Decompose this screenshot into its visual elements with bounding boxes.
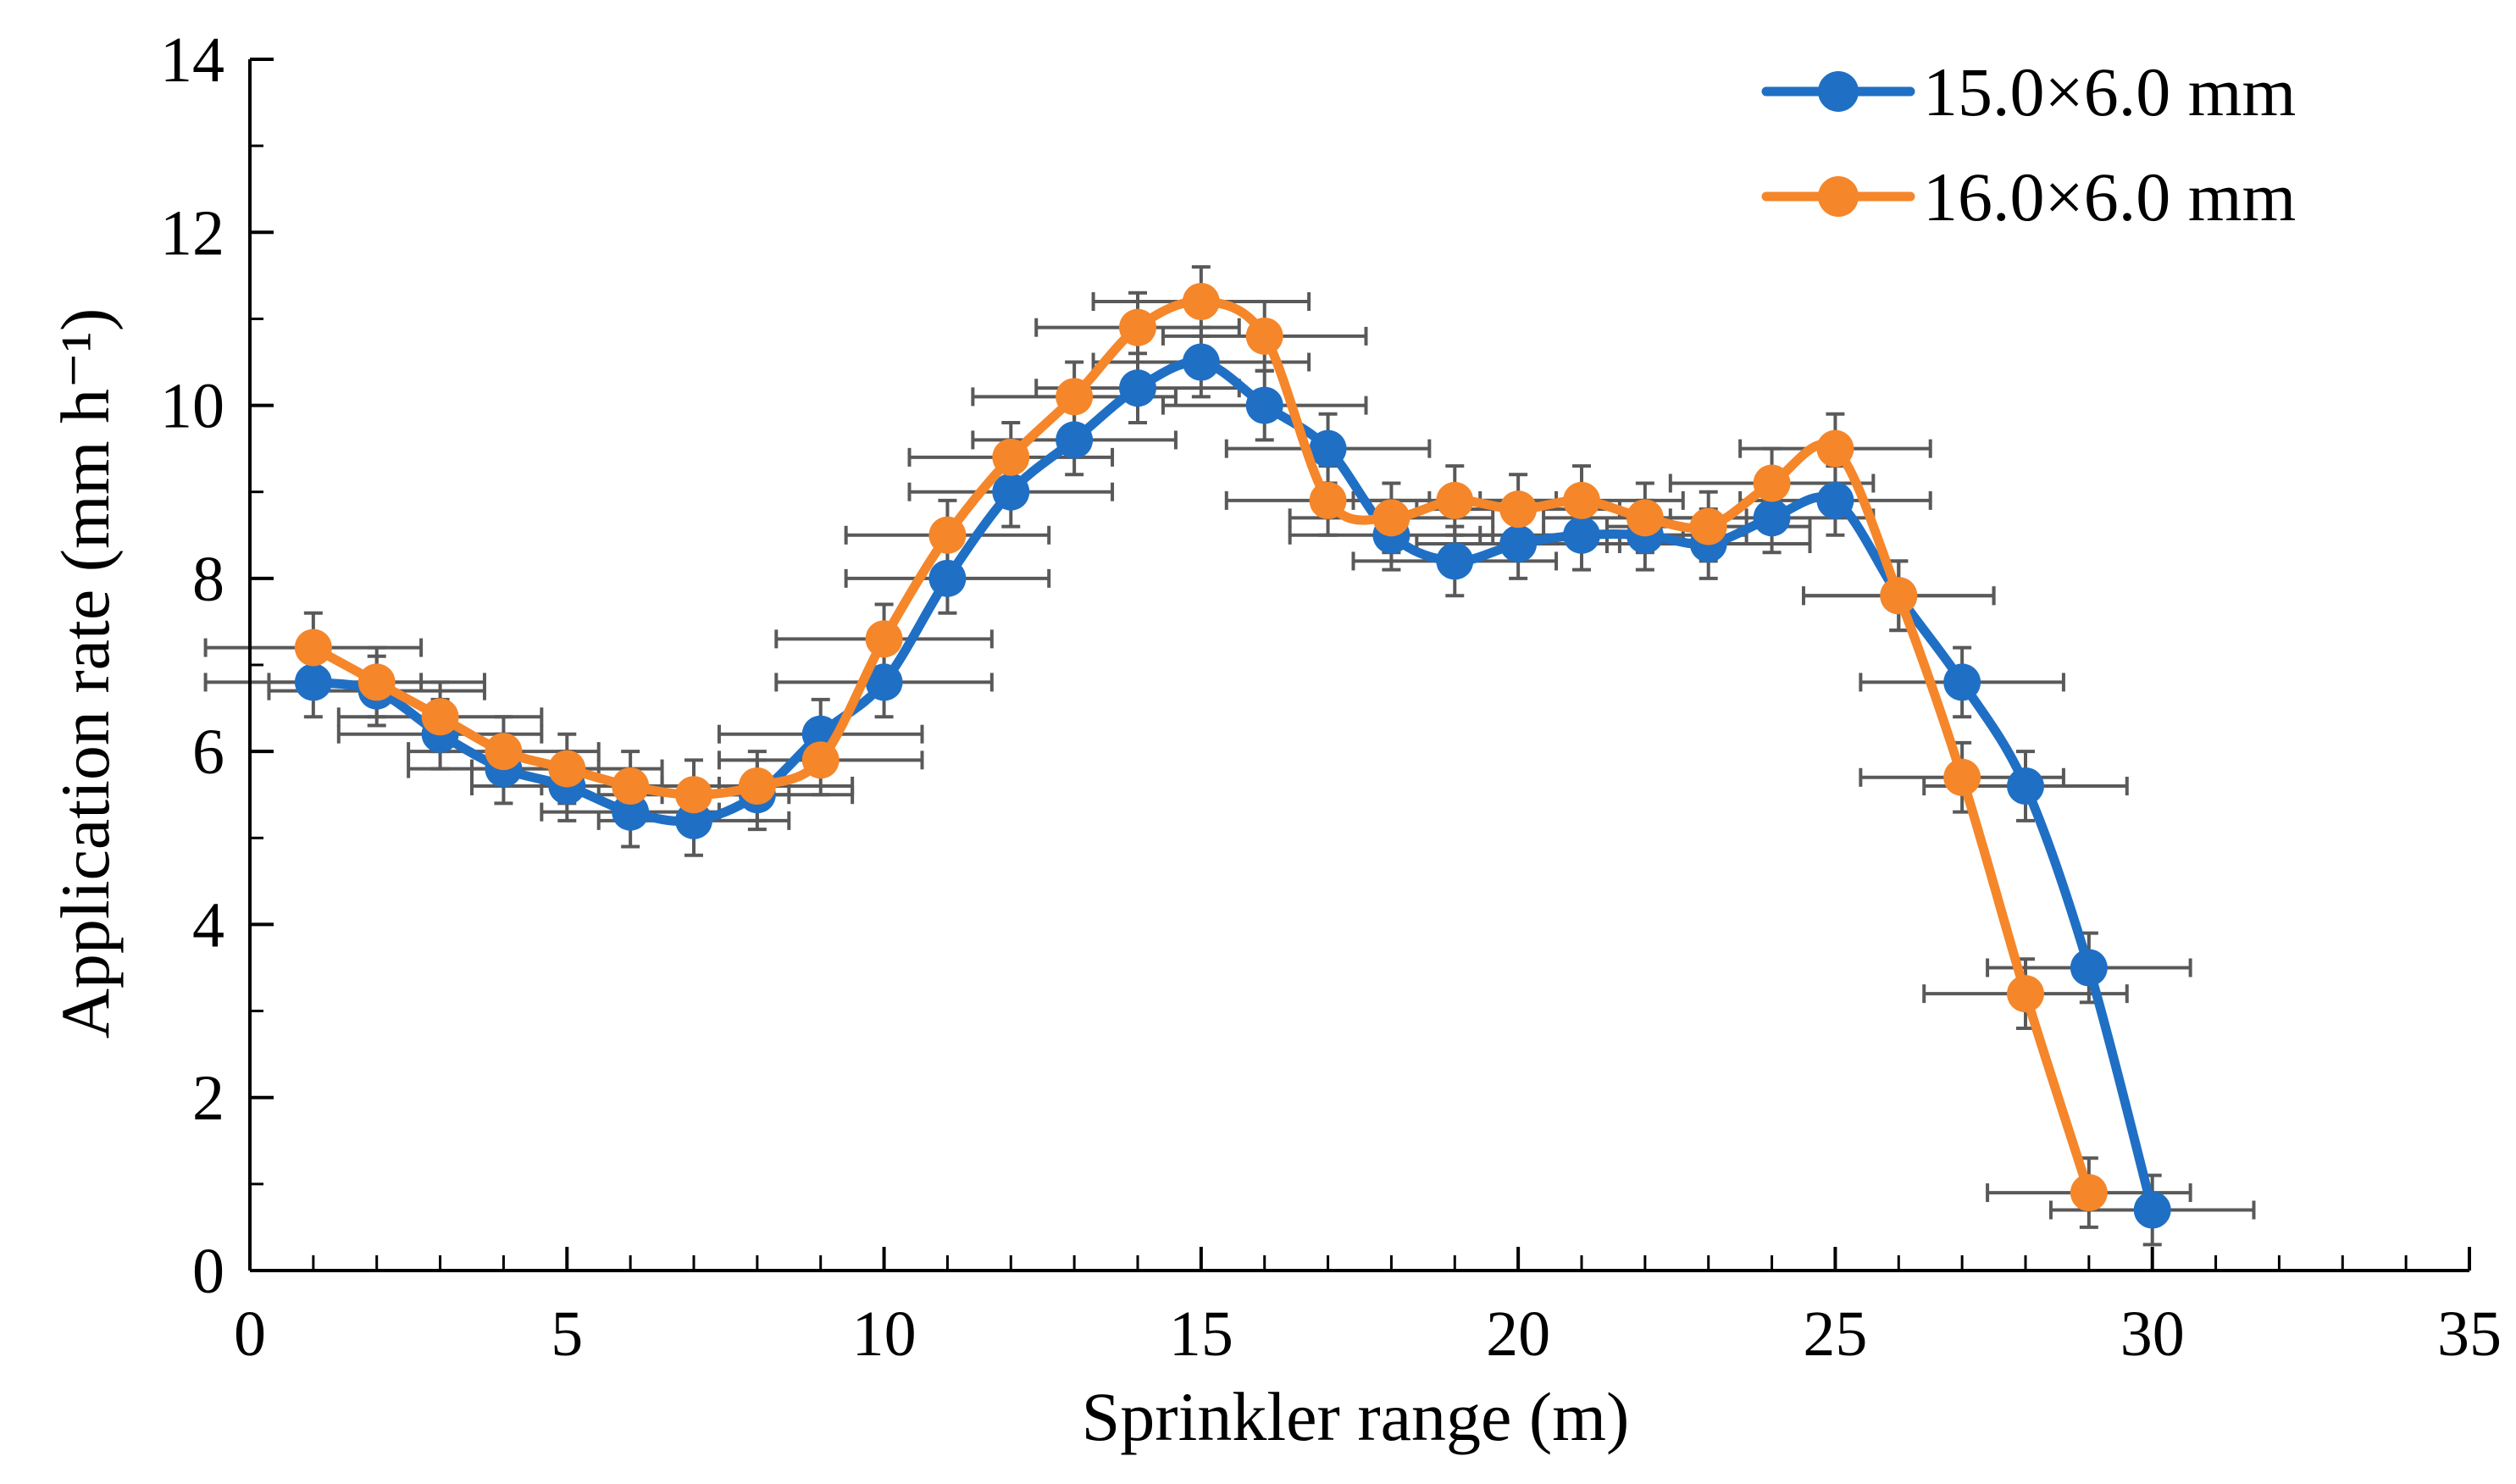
series-1-point-12 (992, 473, 1030, 511)
series-1-point-19 (1436, 542, 1474, 580)
series-1-point-10 (865, 663, 903, 701)
x-tick-label: 25 (1803, 1298, 1867, 1370)
series-2-point-4 (485, 733, 523, 771)
series-2-point-19 (1436, 481, 1474, 519)
series-2-point-2 (357, 663, 396, 701)
legend-entry-1: 15.0×6.0 mm (1761, 53, 2296, 130)
legend-entry-2: 16.0×6.0 mm (1761, 158, 2296, 235)
x-tick-label: 5 (551, 1298, 583, 1370)
y-tick-label: 12 (160, 197, 224, 269)
series-2-point-11 (928, 516, 967, 554)
series-2-point-9 (801, 741, 840, 779)
x-tick-label: 15 (1169, 1298, 1233, 1370)
y-tick-label: 2 (192, 1063, 224, 1134)
series-2-point-26 (1880, 577, 1918, 615)
series-1-point-6 (612, 793, 650, 831)
x-tick-label: 0 (234, 1298, 266, 1370)
series-1-point-1 (294, 663, 332, 701)
series-2-point-27 (1943, 758, 1981, 796)
series-1-point-15 (1182, 343, 1220, 381)
series-2-point-17 (1309, 481, 1347, 519)
series-2-point-28 (2007, 975, 2044, 1013)
series-2-point-15 (1182, 283, 1220, 320)
series-1-point-16 (1245, 386, 1283, 424)
series-2-point-10 (865, 620, 903, 658)
tick-labels: 0 2 4 6 8 10 12 14 0 5 10 15 20 25 30 35 (160, 25, 2502, 1370)
series-2-point-16 (1245, 317, 1283, 355)
series-2-point-20 (1499, 490, 1538, 529)
series-2-point-18 (1372, 499, 1410, 537)
series-1-point-13 (1056, 421, 1094, 459)
series-2-point-6 (612, 767, 650, 805)
series-2-point-25 (1816, 429, 1854, 468)
series-2-point-14 (1119, 308, 1156, 346)
series-2-point-24 (1753, 464, 1791, 502)
x-tick-label: 30 (2120, 1298, 2185, 1370)
series-lines (294, 283, 2171, 1229)
series-1-point-24 (1753, 499, 1791, 537)
series-1-point-11 (928, 559, 967, 597)
x-axis-title: Sprinkler range (m) (1082, 1378, 1630, 1455)
series-2-point-7 (675, 776, 712, 814)
legend: 15.0×6.0 mm 16.0×6.0 mm (1761, 53, 2296, 235)
y-tick-label: 6 (192, 717, 224, 788)
y-tick-label: 0 (192, 1236, 224, 1307)
legend-label: 16.0×6.0 mm (1923, 158, 2296, 235)
x-tick-label: 35 (2437, 1298, 2502, 1370)
series-1-point-14 (1119, 369, 1156, 407)
series-1-point-21 (1563, 516, 1600, 554)
series-1-point-28 (2007, 767, 2044, 805)
series-1-point-25 (1816, 481, 1854, 519)
y-axis-title: Application rate (mm h⁻¹) (47, 308, 124, 1039)
series-1-point-17 (1309, 429, 1347, 468)
series-2-point-23 (1689, 507, 1727, 545)
series-1-point-30 (2133, 1191, 2171, 1229)
series-1-point-20 (1499, 525, 1538, 562)
series-2-point-5 (548, 750, 586, 788)
series-2-point-12 (992, 438, 1030, 476)
series-2-point-13 (1056, 378, 1094, 416)
series-1-point-7 (675, 801, 712, 839)
y-tick-label: 14 (160, 25, 224, 96)
axes (248, 58, 2471, 1272)
series-1-point-29 (2070, 949, 2108, 987)
x-tick-label: 10 (852, 1298, 917, 1370)
legend-swatch-marker (1818, 71, 1859, 112)
legend-swatch-marker (1818, 176, 1859, 217)
x-tick-label: 20 (1486, 1298, 1550, 1370)
series-2-point-1 (294, 628, 332, 667)
legend-label: 15.0×6.0 mm (1923, 53, 2296, 130)
series-2-point-22 (1626, 499, 1664, 537)
series-1-point-27 (1943, 663, 1981, 701)
y-tick-label: 10 (160, 371, 224, 442)
y-tick-label: 8 (192, 544, 224, 615)
series-2-point-3 (421, 698, 459, 736)
y-tick-label: 4 (192, 889, 224, 961)
series-2-point-21 (1563, 481, 1600, 519)
series-2-point-29 (2070, 1174, 2108, 1212)
series-2-point-8 (738, 767, 776, 805)
